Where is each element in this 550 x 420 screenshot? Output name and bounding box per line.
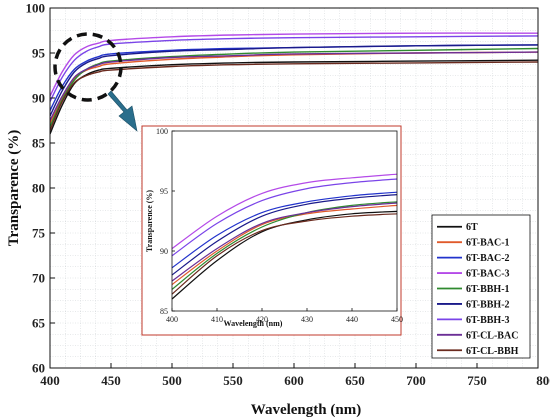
series-line-6t-bac-3 [50, 32, 538, 97]
x-tick-label: 750 [467, 373, 487, 388]
inset-y-tick-label: 90 [160, 247, 168, 256]
inset-x-tick-label: 450 [391, 315, 403, 324]
series-line-6t-bbh-3 [50, 35, 538, 102]
inset-frame [141, 125, 402, 336]
inset-y-tick-label: 100 [156, 127, 168, 136]
y-tick-label: 95 [32, 46, 46, 61]
zoom-circle [53, 32, 123, 102]
y-tick-label: 60 [32, 361, 45, 376]
inset-plot-frame [171, 130, 398, 312]
inset-y-tick-label: 85 [160, 307, 168, 316]
legend-label-6t: 6T [466, 222, 478, 233]
y-tick-label: 80 [32, 181, 45, 196]
series-line-6t-bbh-2 [50, 44, 538, 117]
x-tick-label: 800 [536, 373, 550, 388]
legend-label-6t-bac-3: 6T-BAC-3 [466, 269, 510, 280]
inset-x-axis-title: Wavelength (nm) [224, 319, 283, 328]
x-tick-label: 450 [101, 373, 121, 388]
y-tick-label: 85 [32, 136, 46, 151]
x-tick-label: 500 [162, 373, 182, 388]
y-tick-label: 90 [32, 91, 45, 106]
y-tick-label: 70 [32, 271, 45, 286]
x-tick-label: 400 [40, 373, 60, 388]
legend-label-6t-cl-bac: 6T-CL-BAC [466, 330, 518, 341]
y-tick-label: 100 [26, 1, 46, 16]
inset-x-tick-label: 430 [301, 315, 313, 324]
inset-y-axis-title: Transparence (%) [145, 190, 154, 252]
legend-label-6t-bac-2: 6T-BAC-2 [466, 253, 510, 264]
inset-series-line-6t-bac-3 [171, 173, 398, 250]
legend-label-6t-bac-1: 6T-BAC-1 [466, 238, 510, 249]
x-tick-label: 650 [345, 373, 365, 388]
x-tick-label: 600 [284, 373, 304, 388]
zoom-arrow [107, 90, 138, 132]
y-axis-title: Transparence (%) [6, 130, 22, 247]
inset-x-tick-label: 440 [346, 315, 358, 324]
inset-y-tick-label: 95 [160, 187, 168, 196]
inset-series-line-6t-bbh-2 [171, 194, 398, 276]
series-line-6t-cl-bbh [50, 61, 538, 131]
inset-plot: 85 90 95 100 400 410 420 430 440 450 Wavelength (n… [141, 125, 403, 336]
legend-label-6t-bbh-1: 6T-BBH-1 [466, 284, 510, 295]
legend-label-6t-bbh-2: 6T-BBH-2 [466, 299, 510, 310]
inset-x-tick-label: 410 [211, 315, 223, 324]
x-tick-label: 550 [223, 373, 243, 388]
inset-series-line-6t-bac-1 [171, 204, 398, 286]
legend-label-6t-bbh-3: 6T-BBH-3 [466, 315, 510, 326]
inset-series-line-6t-bac-2 [171, 191, 398, 269]
y-tick-label: 65 [32, 316, 46, 331]
y-tick-label: 75 [32, 226, 46, 241]
legend: 6T 6T-BAC-1 6T-BAC-2 6T-BAC-3 6T-BBH-1 6T-BBH… [431, 214, 531, 359]
series-line-6t-cl-bac [50, 51, 538, 121]
series-line-6t-bbh-1 [50, 47, 538, 128]
inset-series-line-6t-bbh-3 [171, 178, 398, 257]
x-tick-label: 700 [406, 373, 426, 388]
inset-series-line-6t-bbh-1 [171, 201, 398, 290]
zoom-callout [53, 32, 138, 132]
inset-x-tick-label: 420 [256, 315, 268, 324]
inset-series-line-6t-cl-bac [171, 202, 398, 282]
series-group [50, 32, 538, 135]
inset-x-tick-label: 400 [166, 315, 178, 324]
series-line-6t [50, 59, 538, 135]
x-axis-title: Wavelength (nm) [251, 402, 361, 418]
legend-label-6t-cl-bbh: 6T-CL-BBH [466, 346, 519, 357]
inset-series-line-6t-cl-bbh [171, 213, 398, 295]
